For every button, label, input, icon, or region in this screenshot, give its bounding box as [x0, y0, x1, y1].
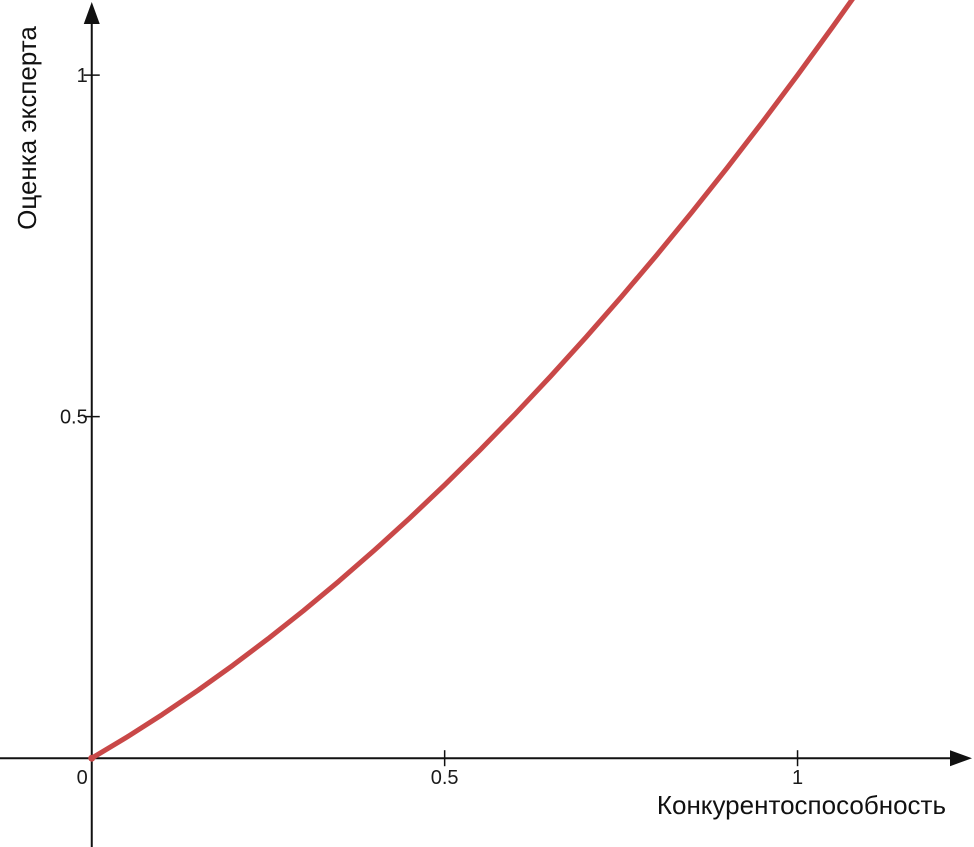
y-tick-label: 0.5: [60, 407, 88, 429]
series-curve: [89, 0, 855, 761]
origin-label: 0: [77, 767, 88, 789]
ticks: 0.5 1 0.5 1 0: [60, 65, 803, 789]
y-axis-arrow-icon: [83, 2, 100, 24]
x-tick-label: 1: [792, 767, 803, 789]
y-tick-label: 1: [77, 65, 88, 87]
x-axis-arrow-icon: [950, 750, 972, 767]
x-axis-title: Конкурентоспособность: [657, 790, 946, 820]
y-axis-title: Оценка эксперта: [12, 26, 42, 230]
x-tick-label: 0.5: [431, 767, 459, 789]
origin-point: [88, 754, 96, 762]
series-layer: [88, 0, 855, 762]
labels: Конкурентоспособность Оценка эксперта: [12, 26, 946, 821]
